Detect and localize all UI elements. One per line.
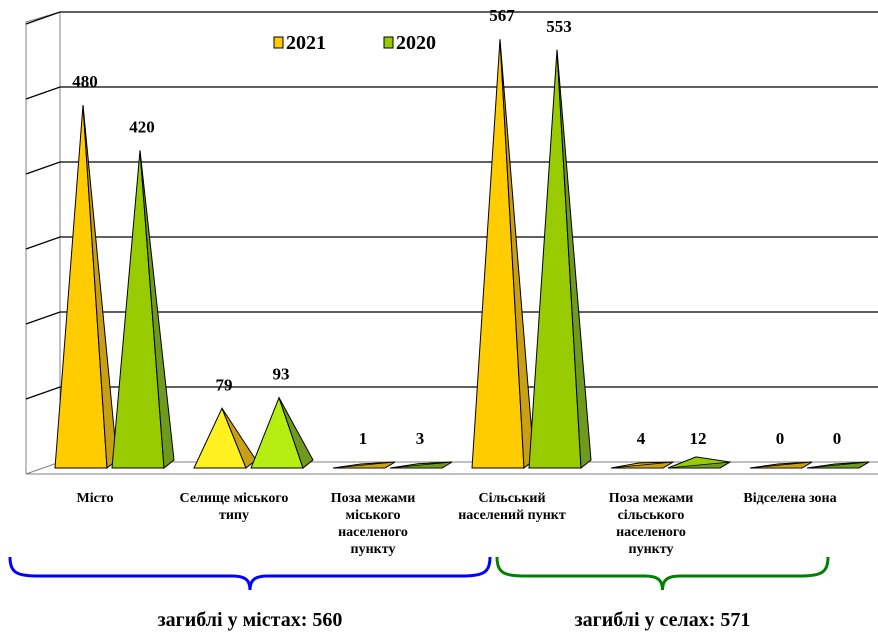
value-label-2021-0: 480 [72, 72, 98, 91]
bar-2021-0 [54, 104, 118, 469]
bar-2021-1 [193, 407, 257, 469]
bar-2021-2 [332, 461, 396, 469]
category-label-line: населений пункт [458, 508, 566, 523]
annotation-label-0: загиблі у містах: 560 [158, 609, 343, 631]
category-label-line: сільського [618, 508, 685, 523]
group-annotations: загиблі у містах: 560 загиблі у селах: 57… [8, 556, 830, 631]
pyramid-side [221, 407, 257, 469]
gridline [25, 161, 878, 175]
gridline [25, 86, 878, 100]
pyramid-side [332, 461, 396, 469]
category-label-line: Поза межами [609, 491, 694, 506]
category-label-line: Сільський [478, 491, 545, 506]
pyramid-side [610, 461, 674, 469]
legend: 2021 2020 [273, 32, 436, 54]
bar-2020-5 [806, 461, 870, 469]
brace-1 [495, 556, 830, 591]
category-label-line: Місто [76, 491, 113, 506]
category-label-line: Селище міського [180, 491, 289, 506]
category-label-line: населеного [338, 525, 408, 540]
legend-label-2020: 2020 [396, 32, 436, 54]
category-label-0: Місто [76, 491, 113, 506]
bar-2021-3 [471, 39, 535, 469]
category-labels: Місто Селище міського типу Поза межами міськ… [76, 491, 836, 557]
pyramid-side [749, 461, 813, 469]
annotation-label-1: загиблі у селах: 571 [575, 609, 751, 631]
bar-2020-4 [667, 456, 732, 469]
bar-2020-2 [389, 461, 453, 469]
pyramid-side [667, 461, 731, 469]
chart-marks [54, 39, 870, 469]
category-label-line: пункту [351, 542, 396, 557]
category-label-4: Поза межами сільського населеного пункту [609, 491, 694, 557]
value-label-2021-1: 79 [216, 375, 233, 394]
category-label-3: Сільський населений пункт [458, 491, 566, 523]
bar-2020-1 [250, 396, 314, 469]
legend-label-2021: 2021 [286, 32, 326, 54]
bar-2021-4 [610, 461, 675, 469]
value-label-2021-5: 0 [776, 429, 785, 448]
category-label-line: населеного [616, 525, 686, 540]
category-label-line: Поза межами [331, 491, 416, 506]
value-labels: 480 79 1 567 4 0 420 93 3 553 12 0 [72, 6, 841, 448]
value-label-2020-2: 3 [416, 429, 425, 448]
pyramid-side [556, 49, 592, 469]
value-label-2020-3: 553 [546, 17, 572, 36]
value-label-2020-5: 0 [833, 429, 842, 448]
bar-2020-3 [528, 49, 592, 469]
category-label-5: Відселена зона [743, 491, 836, 506]
brace-0 [8, 556, 492, 591]
value-label-2021-2: 1 [359, 429, 368, 448]
pyramid-side [806, 461, 870, 469]
category-label-line: Відселена зона [743, 491, 836, 506]
bar-2021-5 [749, 461, 813, 469]
category-label-1: Селище міського типу [180, 491, 289, 523]
pyramid-side [278, 397, 314, 469]
category-label-2: Поза межами міського населеного пункту [331, 491, 416, 557]
value-label-2021-4: 4 [637, 429, 646, 448]
gridline [25, 236, 878, 250]
gridline [25, 11, 878, 25]
value-label-2020-4: 12 [690, 429, 707, 448]
bar-2020-0 [111, 150, 175, 469]
value-label-2021-3: 567 [489, 6, 515, 25]
category-label-line: міського [346, 508, 401, 523]
gridline [25, 386, 878, 400]
side-wall [25, 11, 61, 474]
value-label-2020-0: 420 [129, 117, 155, 136]
gridline [25, 311, 878, 325]
pyramid-side [139, 150, 175, 469]
legend-swatch-2020 [383, 36, 394, 49]
legend-swatch-2021 [273, 36, 284, 49]
value-label-2020-1: 93 [273, 365, 290, 384]
category-label-line: типу [219, 508, 249, 523]
gridlines [25, 11, 878, 400]
category-label-line: пункту [629, 542, 674, 557]
pyramid-side [389, 461, 453, 469]
